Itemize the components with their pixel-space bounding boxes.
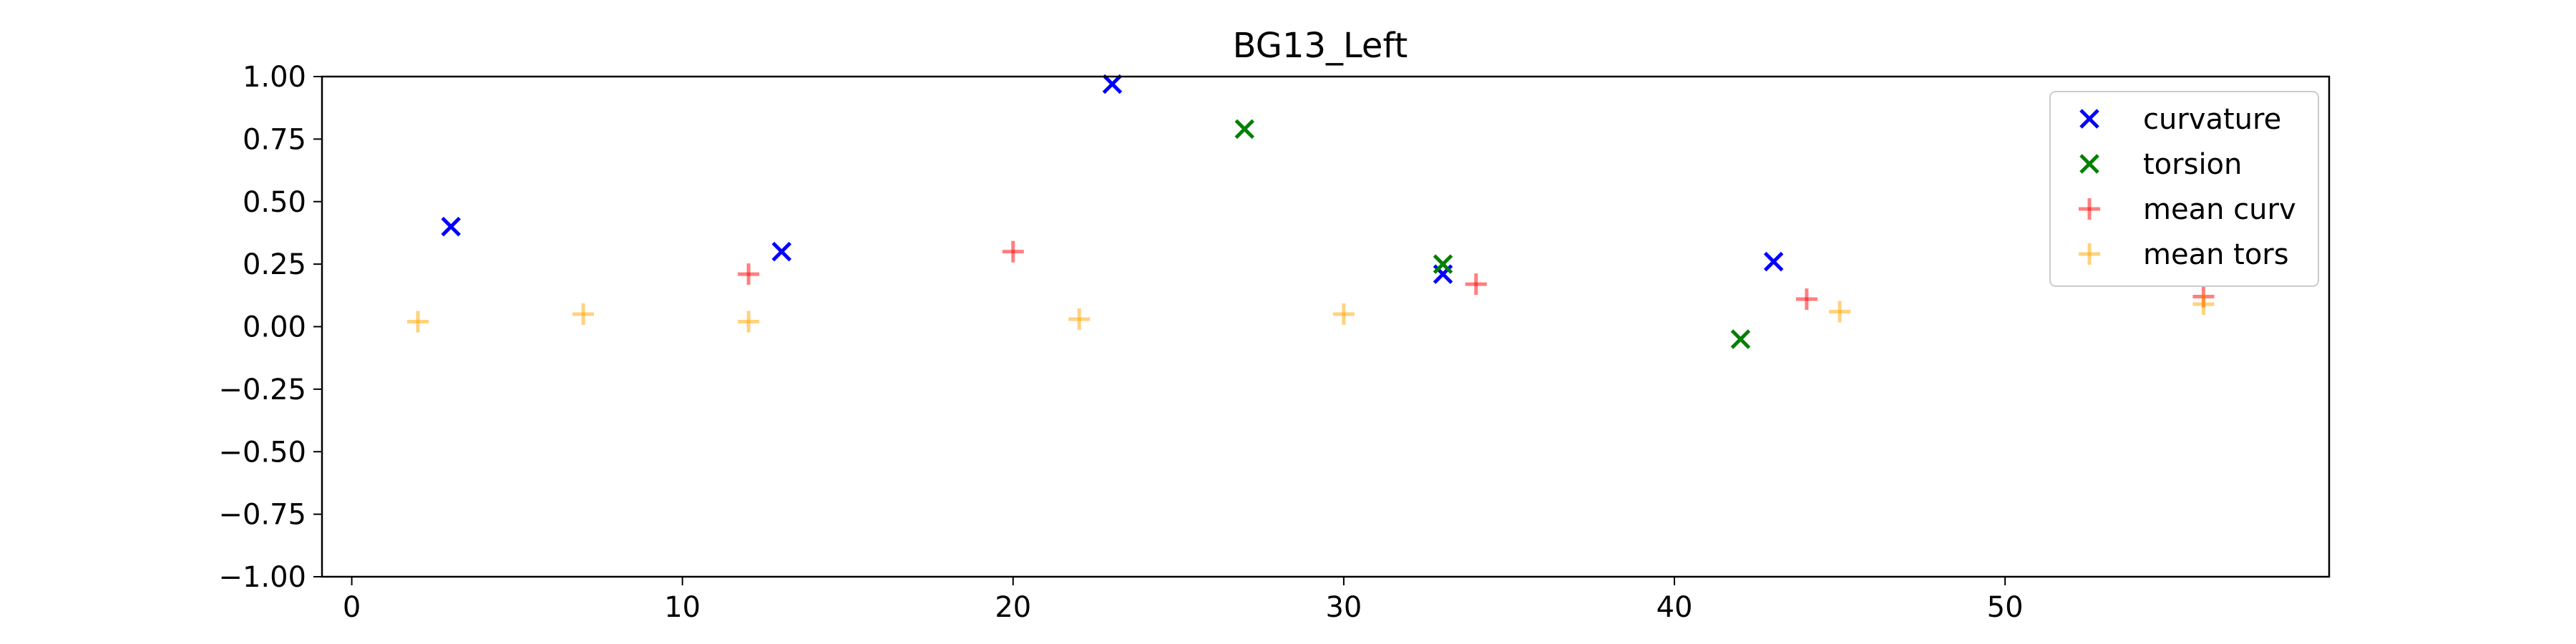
x-tick-label: 20 <box>995 591 1031 624</box>
x-tick-label: 0 <box>343 591 361 624</box>
series-mean-curv <box>738 240 2215 311</box>
series-mean-tors <box>407 293 2215 333</box>
x-tick-label: 40 <box>1657 591 1693 624</box>
point-mean-tors <box>1829 301 1851 323</box>
y-tick-label: −0.50 <box>218 436 306 469</box>
x-tick-label: 50 <box>1987 591 2024 624</box>
y-tick-label: −0.25 <box>218 374 306 406</box>
legend-box <box>2049 91 2319 287</box>
point-curvature <box>1102 74 1123 94</box>
y-tick-label: 0.25 <box>243 248 306 281</box>
y-tick-label: 0.75 <box>243 123 306 156</box>
series-torsion <box>1234 119 1751 349</box>
point-mean-tors <box>738 311 760 333</box>
y-tick-label: 1.00 <box>243 61 306 94</box>
point-mean-tors <box>1332 303 1355 326</box>
legend-marker-mean-tors <box>2079 243 2100 265</box>
point-mean-curv <box>738 263 760 286</box>
legend-marker-curvature <box>2079 109 2099 129</box>
x-tick-label: 30 <box>1325 591 1362 624</box>
legend-label: mean curv <box>2143 193 2296 226</box>
legend-marker-torsion <box>2079 154 2099 174</box>
x-tick-label: 10 <box>664 591 701 624</box>
point-curvature <box>1763 251 1784 272</box>
point-mean-tors <box>572 303 595 326</box>
legend-item-mean-curv: mean curv <box>2079 193 2296 226</box>
axes-frame <box>321 75 2331 578</box>
legend-label: torsion <box>2143 148 2242 181</box>
point-torsion <box>1433 254 1453 274</box>
point-mean-curv <box>1002 240 1024 263</box>
point-mean-tors <box>1068 308 1091 331</box>
legend-item-mean-tors: mean tors <box>2079 238 2289 271</box>
y-tick-label: 0.00 <box>243 311 306 344</box>
point-curvature <box>771 241 792 262</box>
plot-marks <box>407 74 2215 349</box>
point-mean-curv <box>1795 288 1818 311</box>
y-axis: −1.00 −0.75 −0.50 −0.25 0.00 0.25 0.50 0.75 1.00 <box>218 61 322 594</box>
point-curvature <box>441 216 461 237</box>
legend-label: curvature <box>2143 103 2281 136</box>
legend-item-torsion: torsion <box>2079 148 2242 181</box>
legend: curvature torsion mean curv mean tors <box>2049 91 2319 287</box>
point-mean-tors <box>407 311 429 333</box>
point-torsion <box>1730 329 1751 349</box>
x-axis: 0 10 20 30 40 50 <box>343 577 2024 624</box>
chart-title: BG13_Left <box>1233 26 1408 66</box>
point-mean-tors <box>2192 293 2215 316</box>
series-curvature <box>441 74 1784 284</box>
point-torsion <box>1234 119 1255 140</box>
point-mean-curv <box>1465 273 1487 296</box>
y-tick-label: −1.00 <box>218 561 306 594</box>
y-tick-label: 0.50 <box>243 186 306 219</box>
y-tick-label: −0.75 <box>218 499 306 532</box>
legend-label: mean tors <box>2143 238 2289 271</box>
legend-marker-mean-curv <box>2079 198 2100 220</box>
legend-item-curvature: curvature <box>2079 103 2281 136</box>
